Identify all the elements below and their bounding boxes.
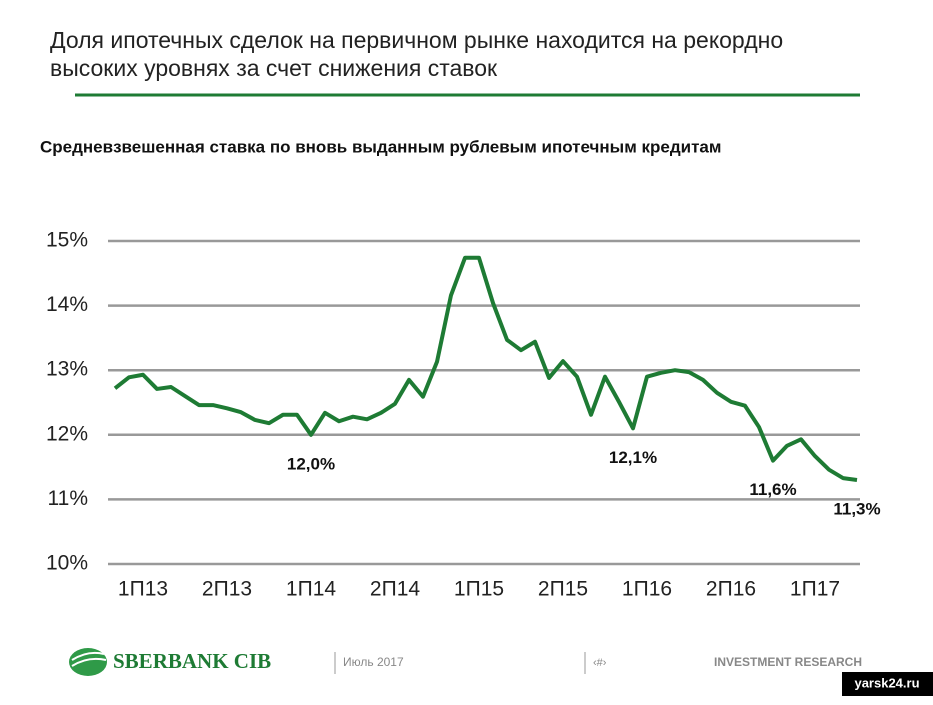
- logo-text: SBERBANK CIB: [113, 649, 271, 673]
- x-tick-label: 2П15: [538, 578, 588, 601]
- series-line: [113, 255, 858, 483]
- footer-department: INVESTMENT RESEARCH: [714, 655, 862, 669]
- y-tick-label: 15%: [46, 229, 88, 252]
- data-label: 11,6%: [749, 480, 796, 499]
- y-tick-label: 13%: [46, 358, 88, 381]
- watermark-bg: [842, 672, 933, 696]
- chart-title: Средневзвешенная ставка по вновь выданны…: [40, 137, 721, 156]
- logo: SBERBANK CIB: [69, 648, 271, 676]
- data-label: 11,3%: [833, 500, 880, 519]
- plot: 10% 11% 12% 13% 14% 15% 1П13 2П13 1П14 2П14 1П15 2П…: [46, 229, 881, 601]
- y-tick-label: 14%: [46, 293, 88, 316]
- x-tick-label: 1П17: [790, 578, 840, 601]
- x-tick-label: 1П15: [454, 578, 504, 601]
- x-tick-label: 1П16: [622, 578, 672, 601]
- watermark: yarsk24.ru: [854, 675, 919, 690]
- data-label: 12,1%: [609, 448, 657, 467]
- data-label: 12,0%: [287, 454, 335, 473]
- x-tick-label: 2П14: [370, 578, 420, 601]
- y-tick-label: 12%: [46, 422, 88, 445]
- footer-page: ‹#›: [593, 657, 607, 669]
- x-tick-label: 1П14: [286, 578, 336, 601]
- slide-title: Доля ипотечных сделок на первичном рынке…: [50, 27, 783, 53]
- logo-icon-stripes: [71, 651, 107, 667]
- y-tick-label: 11%: [48, 487, 88, 510]
- footer-date: Июль 2017: [343, 655, 404, 669]
- logo-icon: [69, 648, 107, 676]
- y-tick-label: 10%: [46, 552, 88, 575]
- slide-title: высоких уровнях за счет снижения ставок: [50, 55, 498, 81]
- x-tick-label: 2П16: [706, 578, 756, 601]
- x-tick-label: 2П13: [202, 578, 252, 601]
- x-tick-label: 1П13: [118, 578, 168, 601]
